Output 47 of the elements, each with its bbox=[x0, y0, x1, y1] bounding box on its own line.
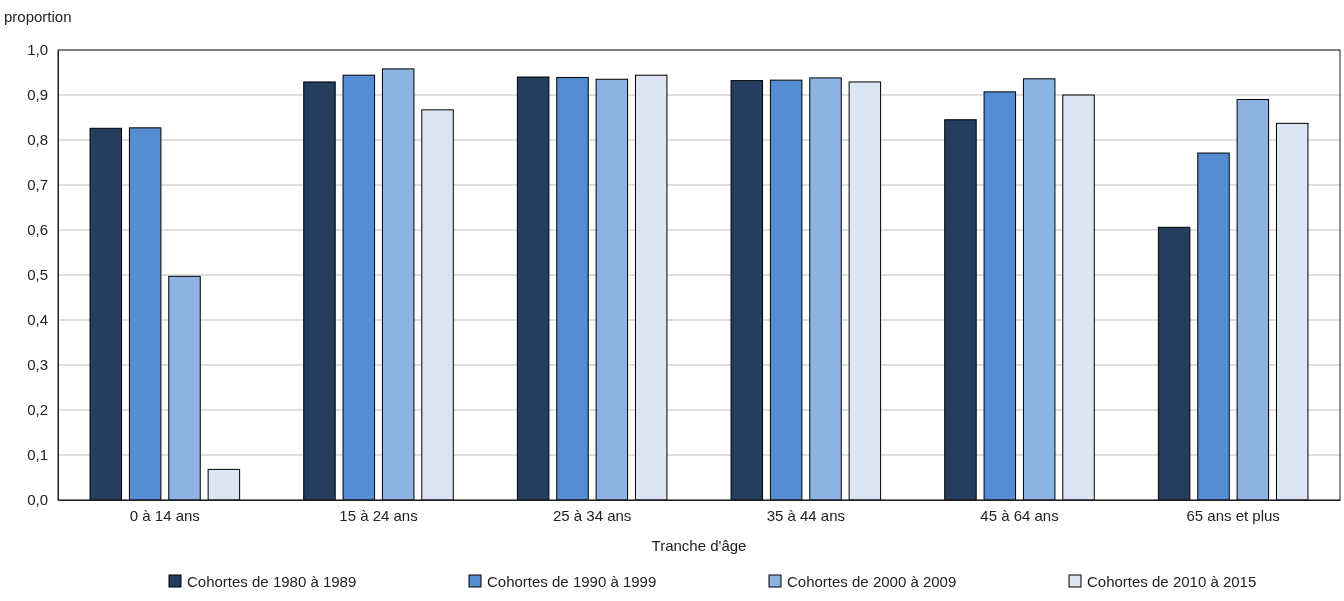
bar bbox=[809, 77, 842, 501]
legend-label: Cohortes de 2010 à 2015 bbox=[1087, 573, 1257, 590]
x-tick-label: 65 ans et plus bbox=[1186, 506, 1280, 524]
bar bbox=[1157, 226, 1191, 501]
bar bbox=[516, 76, 550, 501]
y-tick-label: 0,1 bbox=[27, 446, 48, 464]
x-tick-label: 0 à 14 ans bbox=[129, 506, 200, 524]
bar bbox=[556, 76, 589, 501]
bar bbox=[944, 119, 977, 501]
y-tick-label: 0,2 bbox=[27, 401, 48, 419]
y-tick-label: 0,5 bbox=[27, 266, 48, 284]
x-tick-label: 45 à 64 ans bbox=[980, 506, 1059, 524]
bar bbox=[303, 81, 336, 501]
y-tick-label: 0,8 bbox=[27, 131, 48, 149]
bar bbox=[1062, 94, 1095, 501]
bar bbox=[730, 80, 764, 501]
bar bbox=[1236, 99, 1270, 501]
bar bbox=[342, 74, 376, 501]
bar bbox=[1197, 152, 1230, 501]
x-tick-label: 15 à 24 ans bbox=[339, 506, 418, 524]
legend-label: Cohortes de 1990 à 1999 bbox=[487, 573, 657, 590]
legend-label: Cohortes de 1980 à 1989 bbox=[187, 573, 357, 590]
x-tick-label: 25 à 34 ans bbox=[552, 506, 632, 524]
bar bbox=[1022, 78, 1056, 501]
bar bbox=[769, 79, 803, 501]
bar bbox=[207, 468, 241, 501]
legend-label: Cohortes de 2000 à 2009 bbox=[787, 573, 957, 590]
bar bbox=[421, 109, 454, 501]
y-tick-label: 0,0 bbox=[27, 491, 48, 509]
bar bbox=[1275, 122, 1309, 501]
y-tick-label: 0,7 bbox=[27, 176, 48, 194]
bar bbox=[168, 275, 201, 501]
y-tick-label: 0,4 bbox=[27, 311, 48, 329]
y-tick-label: 1,0 bbox=[27, 41, 48, 59]
bar bbox=[89, 127, 123, 501]
x-tick-label: 35 à 44 ans bbox=[766, 506, 846, 524]
bar bbox=[128, 127, 162, 501]
bar bbox=[634, 74, 668, 501]
y-axis-title: proportion bbox=[4, 8, 72, 25]
bar bbox=[848, 81, 882, 501]
bar bbox=[595, 78, 629, 501]
y-tick-label: 0,3 bbox=[27, 356, 48, 374]
y-tick-label: 0,9 bbox=[27, 86, 48, 104]
bar bbox=[983, 91, 1017, 501]
bar bbox=[381, 68, 415, 501]
x-axis-title: Tranche d'âge bbox=[651, 537, 747, 554]
y-tick-label: 0,6 bbox=[27, 221, 48, 239]
